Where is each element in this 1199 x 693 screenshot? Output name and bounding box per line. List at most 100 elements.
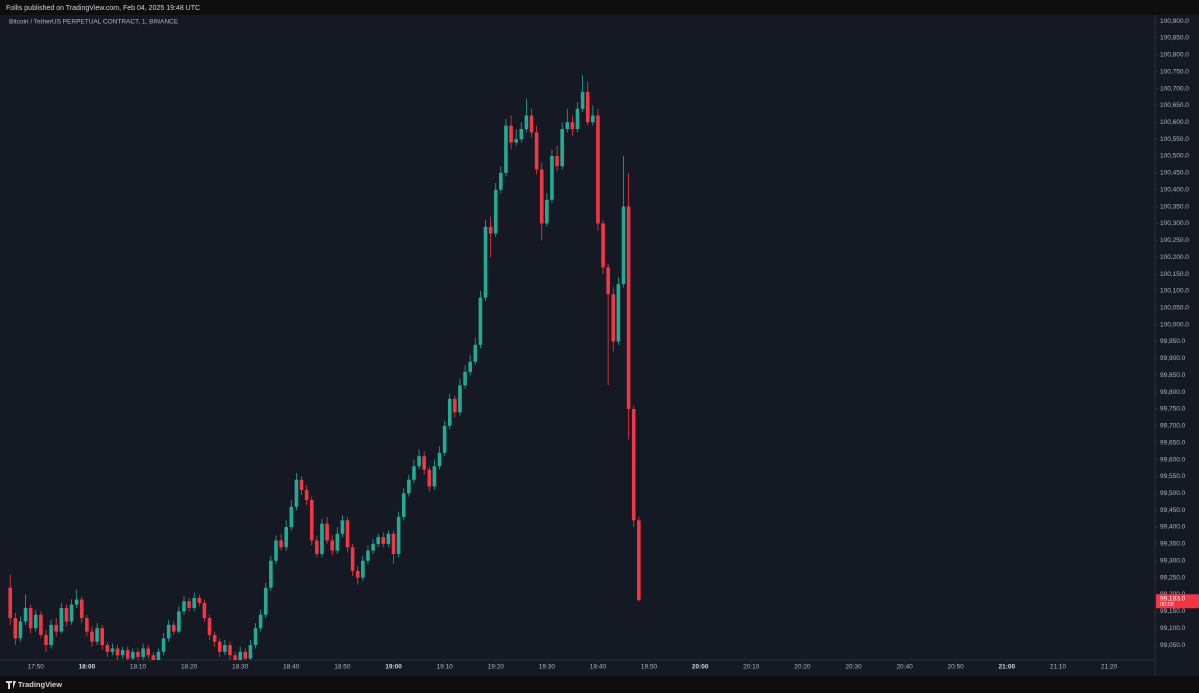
candle-body: [514, 139, 518, 143]
y-tick-label: 99,400.0: [1160, 524, 1186, 531]
candle-body: [74, 599, 79, 605]
candle-body: [49, 624, 53, 646]
candle-body: [376, 537, 380, 544]
candle-body: [391, 533, 396, 555]
candle-body: [115, 648, 120, 656]
y-tick-label: 100,850.0: [1160, 35, 1189, 42]
candle-body: [422, 456, 426, 470]
y-tick-label: 100,650.0: [1160, 102, 1189, 109]
y-tick-label: 99,250.0: [1160, 574, 1186, 581]
y-tick-label: 100,200.0: [1160, 254, 1189, 261]
candle-body: [396, 516, 401, 555]
x-tick-label: 20:30: [845, 664, 862, 671]
candle-body: [345, 520, 350, 548]
candle-body: [39, 614, 43, 635]
candles: [8, 75, 641, 660]
candle-body: [616, 284, 621, 342]
y-tick-label: 99,600.0: [1160, 456, 1186, 463]
candle-body: [309, 500, 314, 541]
y-tick-label: 99,550.0: [1160, 473, 1186, 480]
y-tick-label: 99,450.0: [1160, 507, 1186, 514]
y-tick-label: 100,450.0: [1160, 170, 1189, 177]
x-tick-label: 19:30: [539, 664, 556, 671]
candle-body: [279, 540, 283, 548]
candle-body: [105, 645, 110, 652]
candle-body: [238, 651, 242, 660]
candle-body: [355, 570, 360, 578]
candle-body: [28, 607, 33, 629]
candle-body: [545, 199, 549, 224]
candle-body: [177, 611, 181, 632]
candle-body: [85, 618, 89, 632]
candle-body: [437, 452, 442, 467]
y-tick-label: 100,800.0: [1160, 52, 1189, 59]
candle-body: [401, 493, 406, 517]
candle-body: [524, 115, 529, 130]
x-tick-label: 18:20: [181, 664, 198, 671]
y-tick-label: 100,350.0: [1160, 203, 1189, 210]
candle-body: [407, 479, 411, 494]
candle-body: [463, 371, 467, 386]
candle-body: [478, 297, 483, 345]
x-tick-label: 20:40: [896, 664, 913, 671]
x-tick-label: 18:30: [232, 664, 249, 671]
candle-body: [626, 206, 631, 409]
candle-body: [447, 398, 452, 426]
candle-body: [606, 267, 610, 295]
candle-body: [560, 129, 564, 167]
candle-body: [161, 638, 166, 652]
candle-body: [601, 223, 605, 268]
candle-body: [611, 294, 616, 342]
chart-area: [0, 15, 1199, 676]
candle-body: [596, 115, 600, 224]
candle-body: [565, 122, 570, 130]
candle-body: [575, 108, 580, 130]
candle-body: [442, 425, 447, 453]
candle-body: [269, 560, 273, 588]
candle-body: [243, 651, 248, 659]
candle-body: [580, 91, 585, 109]
candle-body: [8, 587, 13, 619]
candle-body: [64, 607, 69, 622]
candle-body: [381, 537, 386, 544]
candle-body: [534, 132, 539, 170]
candle-body: [550, 155, 554, 200]
y-tick-label: 100,100.0: [1160, 288, 1189, 295]
y-tick-label: 99,150.0: [1160, 608, 1186, 615]
candle-body: [294, 479, 299, 507]
candle-body: [488, 226, 493, 234]
y-tick-label: 100,600.0: [1160, 119, 1189, 126]
candle-body: [217, 641, 222, 652]
candle-body: [100, 628, 105, 646]
candle-body: [621, 206, 626, 285]
candle-body: [202, 602, 207, 619]
x-tick-label: 19:20: [488, 664, 505, 671]
candle-body: [23, 607, 28, 622]
x-tick-label: 17:50: [28, 664, 45, 671]
candle-body: [591, 115, 595, 123]
candle-body: [197, 597, 202, 603]
y-tick-label: 99,950.0: [1160, 338, 1186, 345]
candle-body: [412, 466, 416, 480]
x-tick-label: 19:40: [590, 664, 607, 671]
candle-body: [637, 520, 641, 601]
candle-body: [555, 155, 559, 167]
y-tick-label: 99,850.0: [1160, 372, 1186, 379]
candle-body: [453, 398, 457, 413]
candle-body: [366, 550, 370, 561]
candle-body: [570, 122, 575, 130]
candle-body: [212, 634, 217, 642]
candle-body: [18, 621, 23, 639]
last-price-box: [1156, 594, 1199, 609]
y-tick-label: 100,500.0: [1160, 153, 1189, 160]
candle-body: [468, 361, 472, 372]
y-tick-label: 99,750.0: [1160, 406, 1186, 413]
candle-body: [253, 628, 258, 646]
candle-body: [274, 540, 278, 561]
candle-body: [289, 506, 294, 528]
candle-body: [320, 523, 324, 555]
y-tick-label: 100,150.0: [1160, 271, 1189, 278]
x-tick-label: 19:50: [641, 664, 658, 671]
